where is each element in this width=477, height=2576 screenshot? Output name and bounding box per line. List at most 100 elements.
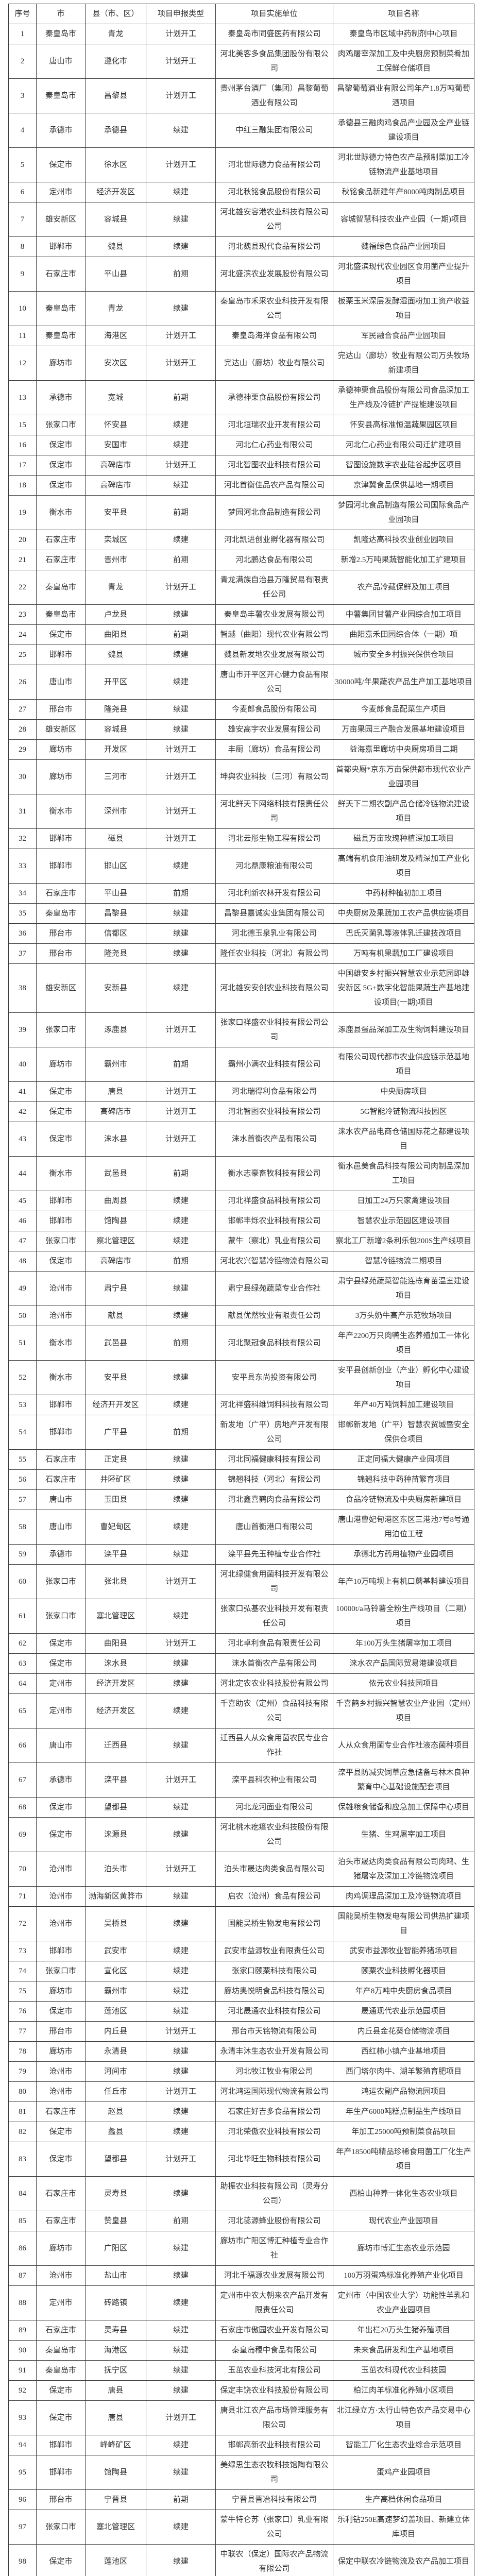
table-row: 96 邢台市 宁晋县 前期 宁晋县晋冶科技有限公司 生产高档休闲食品项目	[8, 2489, 474, 2510]
table-row: 84 石家庄市 灵寿县 续建 助振农业科技有限公司（灵寿分公司） 西柏山种养一体化生态农业…	[8, 2176, 474, 2211]
cell-no: 37	[8, 943, 37, 964]
cell-city: 保定市	[36, 624, 86, 645]
table-row: 6 定州市 经济开发区 续建 河北秋铭食品股份有限公司 秋铭食品新建年产8000吨肉制品项…	[8, 182, 474, 202]
cell-no: 46	[8, 1211, 37, 1231]
table-row: 62 保定市 曲阳县 计划开工 河北卓利食品有限责任公司 年100万头生猪屠宰加工项目	[8, 1633, 474, 1654]
table-row: 24 保定市 曲阳县 前期 智越（曲阳）现代农业有限公司 曲阳嘉禾田园综合体（一期）项	[8, 624, 474, 645]
cell-type: 续建	[146, 1449, 216, 1470]
cell-unit: 河北祥盛科维饲料科技有限公司	[215, 1395, 333, 1415]
cell-unit: 河北华旺生物科技有限公司	[215, 2142, 333, 2177]
cell-city: 定州市	[36, 182, 86, 202]
cell-county: 涞源县	[85, 1817, 146, 1852]
cell-type: 续建	[146, 2340, 216, 2361]
cell-unit: 秦皇岛市同盛医药有限公司	[215, 24, 333, 44]
cell-city: 定州市	[36, 1693, 86, 1728]
cell-city: 石家庄市	[36, 2211, 86, 2231]
cell-unit: 滦平县科农种业有限公司	[215, 1762, 333, 1798]
table-row: 73 邯郸市 武安市 续建 武安市益源牧业有限责任公司 武安市益源牧业智能养猪场项目	[8, 1941, 474, 1961]
cell-name: 肉鸡调理品深加工及冷链物流项目	[333, 1886, 474, 1907]
table-row: 25 邯郸市 魏县 续建 魏县新发地农业发展有限公司 城市安全乡村振兴保供仓项目	[8, 645, 474, 665]
cell-city: 邯郸市	[36, 828, 86, 849]
cell-no: 61	[8, 1599, 37, 1634]
cell-name: 侬元农业科技园项目	[333, 1673, 474, 1694]
cell-city: 保定市	[36, 2380, 86, 2401]
cell-county: 馆陶县	[85, 1211, 146, 1231]
cell-unit: 河北鸿运国际现代物流有限公司	[215, 2081, 333, 2102]
cell-unit: 河北美客多食品集团股份有限公司	[215, 44, 333, 79]
table-row: 52 衡水市 安平县 续建 安平县东尚投资有限公司 安平县创新创业（产业）孵化中心建设项目	[8, 1360, 474, 1395]
cell-unit: 河北雄安容港农业科技有限公司公司	[215, 202, 333, 237]
table-row: 64 定州市 经济开发区 续建 河北定农农业科技股份有限公司 侬元农业科技园项目	[8, 1673, 474, 1694]
cell-name: 30000吨/年果蔬农产品生产加工基地项目	[333, 665, 474, 700]
cell-unit: 滦平县先玉种植专业合作社	[215, 1544, 333, 1565]
cell-type: 续建	[146, 2102, 216, 2122]
cell-county: 邯山区	[85, 849, 146, 884]
cell-unit: 河北云彤生物工程有限公司	[215, 828, 333, 849]
cell-unit: 肃宁县绿苑蔬菜专业合作社	[215, 1271, 333, 1306]
table-row: 16 保定市 安国市 续建 河北仁心药业有限公司 河北仁心药业有限公司迁扩建项目	[8, 435, 474, 455]
cell-unit: 涞水首衡农产品有限公司	[215, 1122, 333, 1157]
table-row: 8 邯郸市 魏县 续建 河北魏县现代食品有限公司 魏福绿色食品产业园项目	[8, 236, 474, 257]
cell-city: 邯郸市	[36, 2455, 86, 2490]
cell-county: 海港区	[85, 326, 146, 346]
cell-name: 京津冀食品保供基地一期项目	[333, 475, 474, 496]
cell-unit: 隆任农业科技（河北）有限公司	[215, 943, 333, 964]
cell-type: 前期	[146, 380, 216, 415]
cell-name: 100万羽蛋鸡标准化养殖产业化项目	[333, 2265, 474, 2286]
cell-city: 唐山市	[36, 1489, 86, 1510]
table-row: 37 邢台市 隆尧县 续建 隆任农业科技（河北）有限公司 万吨有机果蔬加工厂建设项目	[8, 943, 474, 964]
cell-name: 中国雄安乡村振兴智慧农业示范园即雄安新区 5G+数字化智能果蔬生产基地建设项目(…	[333, 963, 474, 1013]
cell-city: 衡水市	[36, 1156, 86, 1191]
cell-unit: 泊头市晟达肉类食品有限公司	[215, 1852, 333, 1887]
cell-no: 45	[8, 1191, 37, 1211]
cell-county: 昌黎县	[85, 903, 146, 924]
cell-city: 邯郸市	[36, 2435, 86, 2455]
cell-unit: 涞水首衡农产品有限公司	[215, 1653, 333, 1674]
cell-county: 献县	[85, 1306, 146, 1326]
cell-county: 张北县	[85, 1564, 146, 1599]
cell-county: 正定县	[85, 1449, 146, 1470]
cell-name: 武安市益源牧业智能养猪场项目	[333, 1941, 474, 1961]
cell-name: 年加工25000吨预制菜食品项目	[333, 2122, 474, 2142]
cell-type: 前期	[146, 1326, 216, 1361]
cell-type: 计划开工	[146, 78, 216, 113]
cell-city: 保定市	[36, 1122, 86, 1157]
table-row: 89 石家庄市 灵寿县 续建 石家庄市傲园农业开发有限公司 年出栏20万头生猪养殖项目	[8, 2320, 474, 2341]
cell-unit: 河北鑫喜鹤肉食品有限公司	[215, 1489, 333, 1510]
cell-county: 涞水县	[85, 1653, 146, 1674]
table-row: 54 邯郸市 广平县 前期 新发地（广平）房地产开发有限公司 邯郸新发地（广平）智慧农贸城…	[8, 1415, 474, 1450]
cell-type: 续建	[146, 1961, 216, 1981]
table-row: 94 邯郸市 峰峰矿区 续建 邯郸高新农业科技有限公司 智能工厂化生态农业综合示范项目	[8, 2435, 474, 2455]
table-row: 95 邯郸市 馆陶县 续建 美绿思生态农牧科技馆陶有限公司 蛋鸡产业园项目	[8, 2455, 474, 2490]
cell-type: 续建	[146, 1510, 216, 1545]
cell-name: 颐粟农业科技孵化器项目	[333, 1961, 474, 1981]
cell-type: 计划开工	[146, 570, 216, 605]
cell-unit: 河北牧江牧业有限公司	[215, 2061, 333, 2082]
cell-name: 板栗玉米深层发酵湿面粉加工资产收益项目	[333, 291, 474, 326]
cell-no: 72	[8, 1906, 37, 1941]
cell-county: 望都县	[85, 1797, 146, 1818]
cell-type: 续建	[146, 849, 216, 884]
cell-unit: 保定丰饶农业科技股份有限公司	[215, 2380, 333, 2401]
cell-no: 63	[8, 1653, 37, 1674]
cell-unit: 助振农业科技有限公司（灵寿分公司）	[215, 2176, 333, 2211]
cell-no: 52	[8, 1360, 37, 1395]
cell-city: 唐山市	[36, 1728, 86, 1763]
table-row: 69 保定市 涞源县 续建 河北桃木疙瘩农业科技股份有限公司 生猪、生鸡屠宰加工项目	[8, 1817, 474, 1852]
cell-no: 84	[8, 2176, 37, 2211]
cell-name: 年100万头生猪屠宰加工项目	[333, 1633, 474, 1654]
table-row: 59 承德市 滦平县 续建 滦平县先玉种植专业合作社 承德北方药用植物产业园项目	[8, 1544, 474, 1565]
cell-county: 宁晋县	[85, 2489, 146, 2510]
cell-name: 中薯集团甘薯产业园综合加工项目	[333, 604, 474, 625]
cell-county: 高碑店市	[85, 1251, 146, 1272]
cell-city: 石家庄市	[36, 257, 86, 292]
table-row: 36 邢台市 信都区 续建 河北德玉泉乳业有限公司 巴氏灭菌乳等液体乳迁建技改项目	[8, 923, 474, 944]
cell-type: 续建	[146, 665, 216, 700]
cell-unit: 霸州小满农业科技有限公司	[215, 1047, 333, 1082]
cell-county: 内丘县	[85, 2021, 146, 2042]
cell-city: 石家庄市	[36, 1449, 86, 1470]
cell-county: 曲阳县	[85, 1633, 146, 1654]
cell-type: 续建	[146, 530, 216, 550]
cell-type: 续建	[146, 1728, 216, 1763]
cell-county: 魏县	[85, 236, 146, 257]
